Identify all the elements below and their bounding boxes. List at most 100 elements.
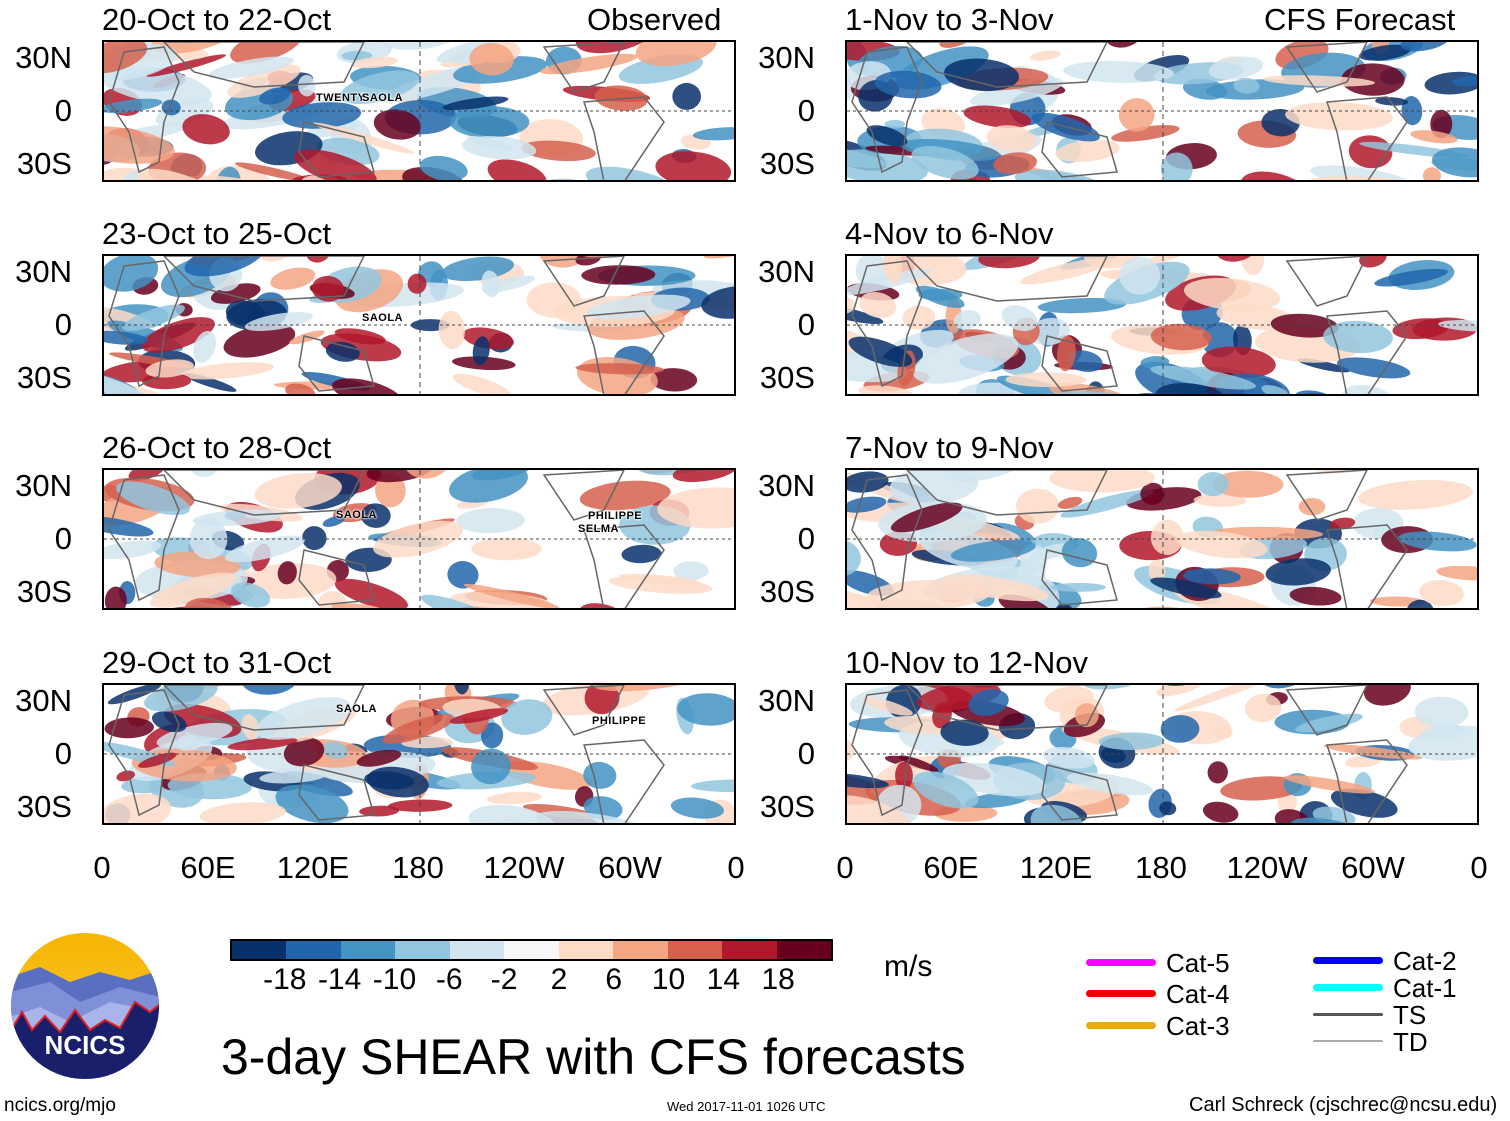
shear-contour [1208,56,1264,80]
shear-contour [104,793,172,823]
shear-contour [858,385,914,394]
shear-contour [469,43,514,76]
legend-label: Cat-4 [1166,979,1230,1009]
shear-contour [480,722,504,749]
shear-contour [104,515,154,537]
shear-contour [704,256,734,259]
shear-contour [241,685,299,695]
shear-contour [1148,559,1166,582]
shear-contour [1193,493,1247,507]
shear-contour [1285,102,1394,131]
shear-contour [472,336,490,366]
shear-contour [650,368,698,392]
panel-title: 23-Oct to 25-Oct [102,216,332,251]
colorbar-swatch [286,941,341,959]
shear-contour [294,149,377,180]
shear-contour [847,269,932,296]
shear-contour [1207,761,1228,784]
shear-contour [526,282,582,318]
shear-contour [1082,685,1143,690]
shear-contour [1066,772,1154,796]
shear-field [847,470,1477,608]
x-tick-label: 120W [483,850,565,885]
shear-contour [104,540,162,560]
shear-contour [1029,50,1061,61]
shear-contour [847,540,861,576]
shear-field [104,42,734,180]
shear-map-panel: TWENTY SAOLA [102,40,736,182]
shear-contour [939,42,973,48]
coastline [1325,739,1408,823]
y-tick-label: 30S [759,789,815,824]
shear-contour [618,573,701,585]
shear-contour [940,719,989,746]
storm-label: PHILIPPE [592,715,647,727]
shear-contour [419,155,468,180]
panel-title: 1-Nov to 3-Nov [845,2,1054,37]
shear-contour [1240,256,1265,276]
colorbar [230,939,833,961]
shear-map-panel [845,468,1479,610]
shear-contour [104,330,148,345]
shear-contour [1410,130,1458,144]
ncics-logo: NCICS [10,932,160,1080]
shear-contour [1042,746,1095,769]
coastline [1325,524,1408,608]
shear-contour [1150,365,1257,390]
observed-label: Observed [587,2,722,37]
shear-contour [137,168,224,180]
shear-contour [1016,558,1046,590]
shear-contour [1262,75,1375,87]
footer-url[interactable]: ncics.org/mjo [4,1095,116,1116]
colorbar-swatch [504,941,559,959]
shear-contour [154,551,241,578]
shear-contour [1358,44,1412,61]
shear-contour [1063,60,1174,84]
colorbar-swatch [722,941,777,959]
shear-contour [223,323,296,358]
legend-line-td [1313,1040,1383,1042]
shear-contour [692,127,734,141]
shear-contour [585,166,681,180]
legend-line-cat-3 [1086,1021,1156,1029]
coastline [905,42,1108,88]
shear-contour [1215,42,1276,46]
shear-contour [978,256,1040,269]
shear-contour [1398,531,1477,552]
storm-label: TWENTY [316,92,366,104]
shear-contour [142,317,215,353]
shear-contour [1119,256,1161,295]
coastline [1041,549,1118,606]
shear-contour [122,304,185,331]
legend-label: TS [1393,1000,1427,1030]
shear-contour [254,473,342,509]
colorbar-swatch [558,941,614,959]
shear-contour [1363,685,1411,706]
shear-contour [594,85,648,111]
coastline [108,689,180,817]
shear-contour [283,737,325,767]
shear-contour [847,295,856,314]
legend-line-cat-5 [1086,958,1156,966]
x-tick-label: 120W [1226,850,1308,885]
legend-line-cat-1 [1313,983,1383,991]
shear-contour [672,470,734,483]
shear-contour [104,42,148,74]
shear-field [104,470,734,608]
shear-contour [1050,582,1107,592]
y-tick-label: 30S [16,789,72,824]
legend-label: TD [1393,1027,1428,1057]
legend-line-cat-4 [1086,989,1156,997]
shear-contour [192,509,282,527]
shear-contour [128,470,166,481]
shear-contour [1037,172,1123,180]
footer-timestamp: Wed 2017-11-01 1026 UTC [667,1099,826,1114]
shear-contour [670,797,724,819]
shear-contour [472,470,534,481]
shear-contour [1220,776,1303,801]
y-tick-label: 0 [54,307,72,342]
shear-contour [176,734,199,751]
shear-contour [306,256,331,263]
storm-label: SAOLA [362,312,403,324]
